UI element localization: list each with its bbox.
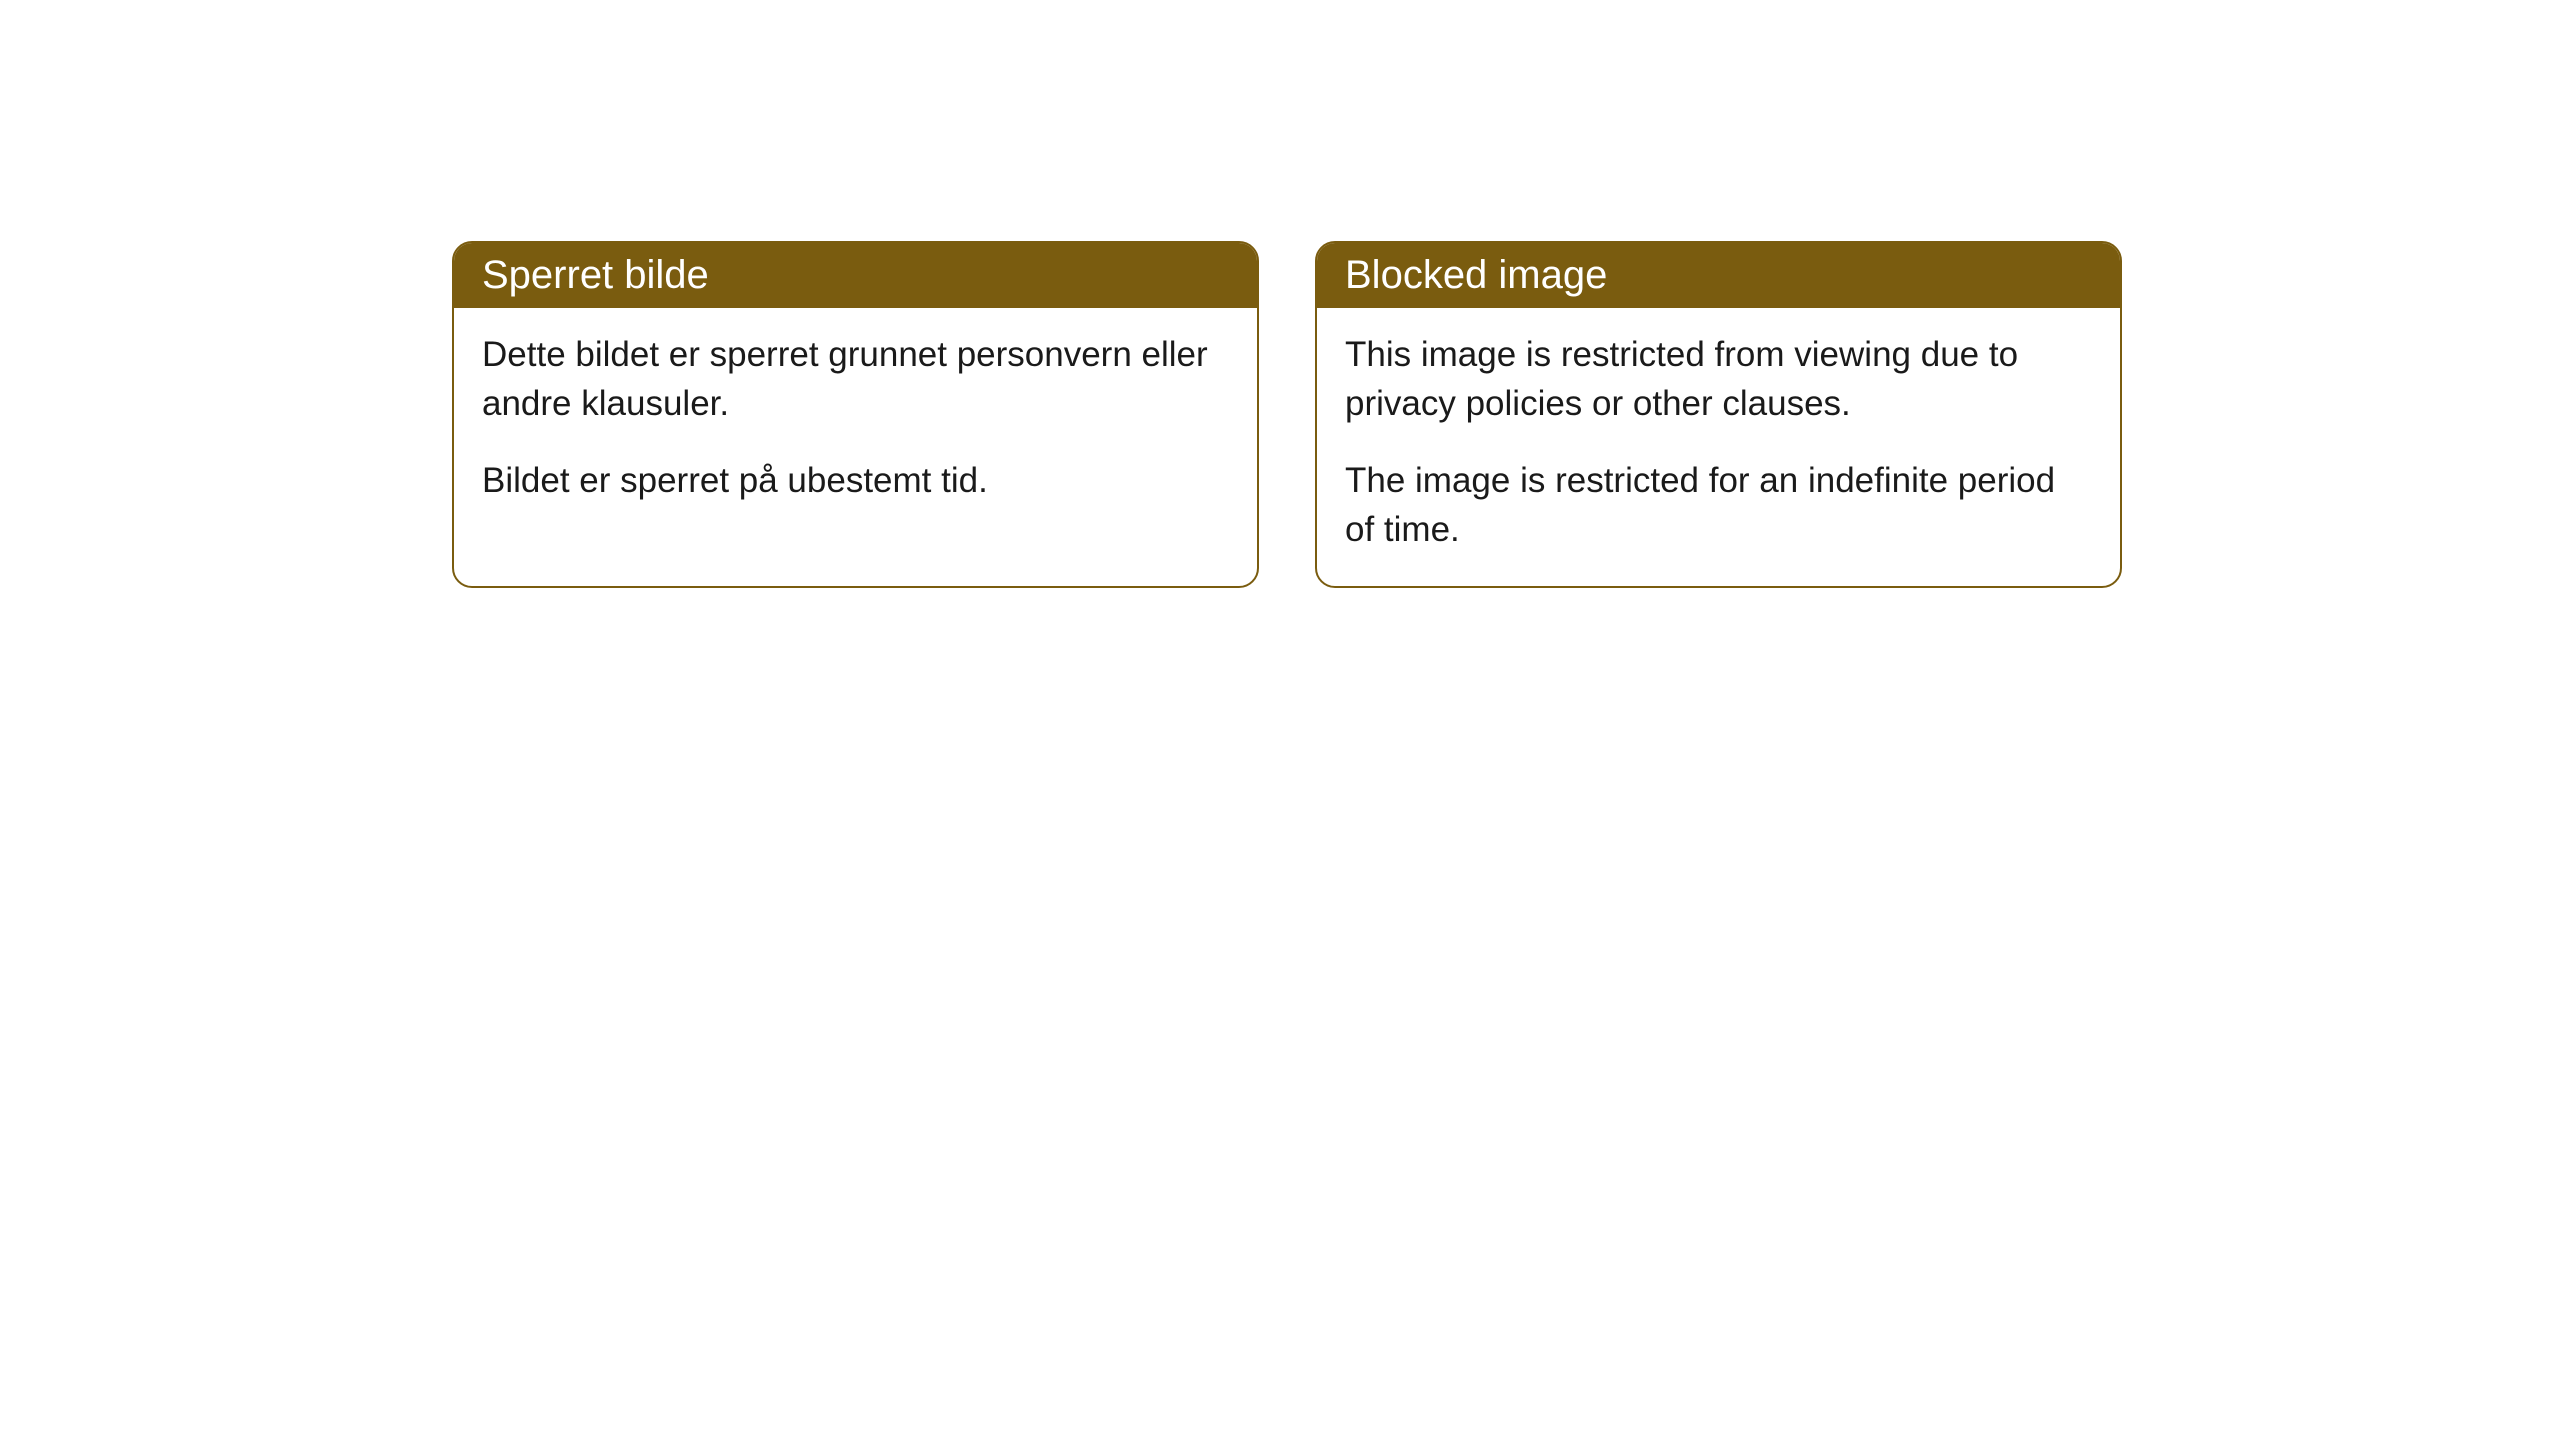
card-title: Blocked image	[1345, 253, 1607, 297]
card-body: Dette bildet er sperret grunnet personve…	[454, 308, 1257, 537]
card-container: Sperret bilde Dette bildet er sperret gr…	[0, 0, 2560, 588]
card-body: This image is restricted from viewing du…	[1317, 308, 2120, 586]
card-paragraph-2: The image is restricted for an indefinit…	[1345, 456, 2092, 554]
card-paragraph-1: Dette bildet er sperret grunnet personve…	[482, 330, 1229, 428]
card-header: Sperret bilde	[454, 243, 1257, 308]
card-paragraph-2: Bildet er sperret på ubestemt tid.	[482, 456, 1229, 505]
card-header: Blocked image	[1317, 243, 2120, 308]
card-paragraph-1: This image is restricted from viewing du…	[1345, 330, 2092, 428]
blocked-image-card-english: Blocked image This image is restricted f…	[1315, 241, 2122, 588]
blocked-image-card-norwegian: Sperret bilde Dette bildet er sperret gr…	[452, 241, 1259, 588]
card-title: Sperret bilde	[482, 253, 709, 297]
